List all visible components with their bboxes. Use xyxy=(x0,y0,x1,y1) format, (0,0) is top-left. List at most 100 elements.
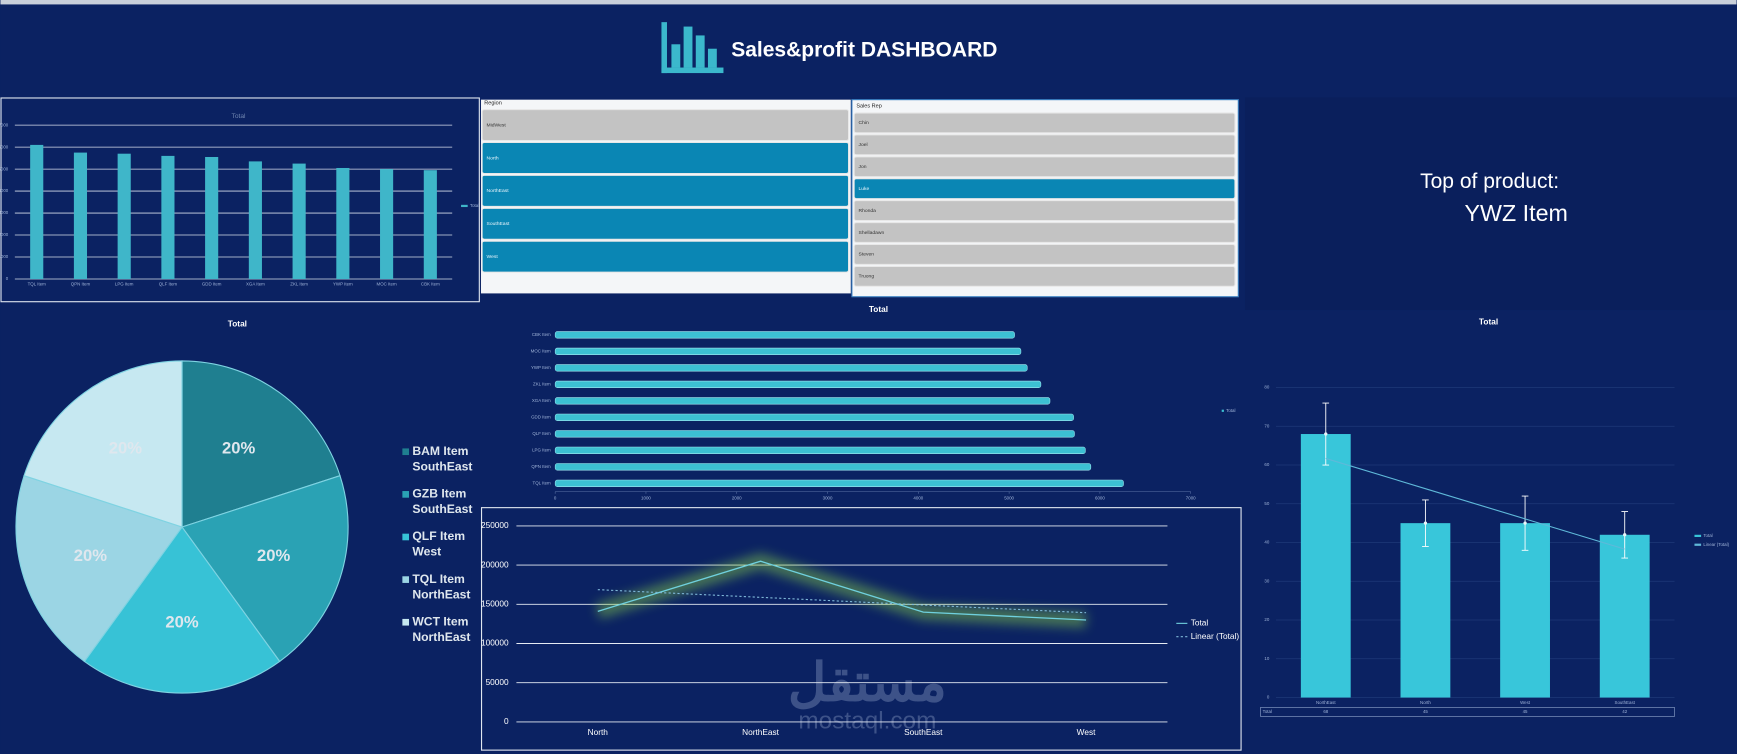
chart-title: Total xyxy=(228,319,247,329)
pie-slice xyxy=(23,360,183,528)
slicer-item[interactable] xyxy=(853,265,1236,287)
legend-label: NorthEast xyxy=(412,587,470,601)
slicer-item[interactable] xyxy=(481,141,850,175)
logo xyxy=(661,22,724,74)
x-tick-label: 2000 xyxy=(732,495,742,500)
x-tick-label: QLF Item xyxy=(159,282,178,287)
legend-swatch xyxy=(402,533,410,541)
error-point xyxy=(1423,521,1428,525)
bar xyxy=(554,364,1028,372)
slicer-item[interactable] xyxy=(853,112,1236,134)
table-cell: 45 xyxy=(1523,709,1528,714)
y-tick-label: 50 xyxy=(1264,501,1269,506)
x-tick-label: SouthEast xyxy=(1615,700,1636,705)
slicer-item[interactable] xyxy=(853,200,1236,222)
x-tick-label: TQL Item xyxy=(28,282,47,287)
legend-label: Total xyxy=(1191,618,1209,628)
bar xyxy=(248,161,262,280)
slicer-item-label: SouthEast xyxy=(487,221,511,227)
bar xyxy=(117,153,131,280)
y-tick-label: 80 xyxy=(1264,385,1269,390)
error-point xyxy=(1324,432,1328,436)
data-table xyxy=(1260,707,1675,717)
slicer-item-label: West xyxy=(487,254,499,260)
x-tick-label: SouthEast xyxy=(904,727,943,737)
bar xyxy=(554,430,1075,438)
y-tick-label: 200000 xyxy=(481,559,509,569)
bar xyxy=(292,163,306,280)
top-product-panel xyxy=(1244,97,1737,311)
x-tick-label: West xyxy=(1520,700,1531,705)
error-point xyxy=(1523,521,1527,525)
slicer-item[interactable] xyxy=(481,109,850,142)
chart-title: Total xyxy=(1479,316,1498,326)
bar-panel xyxy=(0,97,480,303)
slicer-item-label: Chin xyxy=(859,120,869,126)
slicer-item[interactable] xyxy=(853,221,1236,244)
pie-slice xyxy=(181,360,341,528)
y-tick-label: 0 xyxy=(1267,695,1270,700)
bar xyxy=(336,167,350,280)
bar xyxy=(73,152,88,280)
slice-label: 20% xyxy=(109,438,142,457)
y-tick-label: 1000 xyxy=(0,254,9,259)
slicer-item-label: Luke xyxy=(859,186,870,192)
chart-title: Total xyxy=(232,113,247,120)
y-tick-label: GDD Item xyxy=(531,415,551,420)
slicer-item[interactable] xyxy=(853,156,1236,178)
y-tick-label: 4000 xyxy=(0,188,9,193)
x-tick-label: North xyxy=(588,727,609,737)
y-tick-label: XGA Item xyxy=(532,398,551,403)
x-tick-label: CBK Item xyxy=(421,282,440,287)
slicer-item-label: Rhonda xyxy=(859,208,877,214)
y-tick-label: LPG Item xyxy=(532,448,551,453)
x-tick-label: QPN Item xyxy=(71,282,91,287)
legend-swatch xyxy=(402,448,410,456)
slicer-item[interactable] xyxy=(853,134,1236,156)
x-tick-label: 1000 xyxy=(641,495,651,500)
slicer-item[interactable] xyxy=(481,174,850,207)
legend-label: GZB Item xyxy=(412,487,466,501)
table-cell: 45 xyxy=(1423,709,1428,714)
slicer-title: Sales Rep xyxy=(856,104,881,110)
slicer-item[interactable] xyxy=(481,207,850,240)
slicer-item-label: Truong xyxy=(859,274,875,280)
legend-label: NorthEast xyxy=(412,630,470,644)
y-tick-label: TQL Item xyxy=(533,481,552,486)
y-tick-label: 100000 xyxy=(481,638,509,648)
y-tick-label: 0 xyxy=(504,716,509,726)
legend-swatch xyxy=(1694,534,1702,537)
bar xyxy=(554,413,1074,421)
bar xyxy=(554,347,1022,355)
y-tick-label: 10 xyxy=(1264,656,1269,661)
table-cell: 68 xyxy=(1323,709,1328,714)
x-tick-label: 6000 xyxy=(1095,495,1105,500)
legend-label: Total xyxy=(470,203,479,208)
y-tick-label: 7000 xyxy=(0,122,9,127)
trend-line xyxy=(597,589,1087,614)
x-tick-label: LPG Item xyxy=(115,282,134,287)
x-tick-label: 0 xyxy=(554,495,557,500)
dashboard-title: Sales&profit DASHBOARD xyxy=(731,38,997,61)
slicer-item-label: Shelladawn xyxy=(859,230,885,236)
pie-slice xyxy=(15,475,183,663)
slicer-title: Region xyxy=(484,100,501,106)
chart-title: Total xyxy=(869,304,888,314)
slicer-item[interactable] xyxy=(481,240,850,273)
y-tick-label: 5000 xyxy=(0,166,9,171)
legend-label: Total xyxy=(1226,408,1235,413)
legend-swatch xyxy=(402,618,410,626)
slice-label: 20% xyxy=(222,438,255,457)
y-tick-label: CBK Item xyxy=(532,332,551,337)
slicer-item[interactable] xyxy=(853,243,1236,265)
x-tick-label: MOC Item xyxy=(377,282,397,287)
x-tick-label: ZKL Item xyxy=(290,282,308,287)
bar xyxy=(554,380,1042,388)
y-tick-label: 2000 xyxy=(0,232,9,237)
legend-label: Total xyxy=(1703,533,1712,538)
y-tick-label: YWP Item xyxy=(531,365,551,370)
table-cell: 42 xyxy=(1622,709,1627,714)
watermark: mostaql.com xyxy=(798,707,936,734)
slicer-item[interactable] xyxy=(853,178,1236,200)
